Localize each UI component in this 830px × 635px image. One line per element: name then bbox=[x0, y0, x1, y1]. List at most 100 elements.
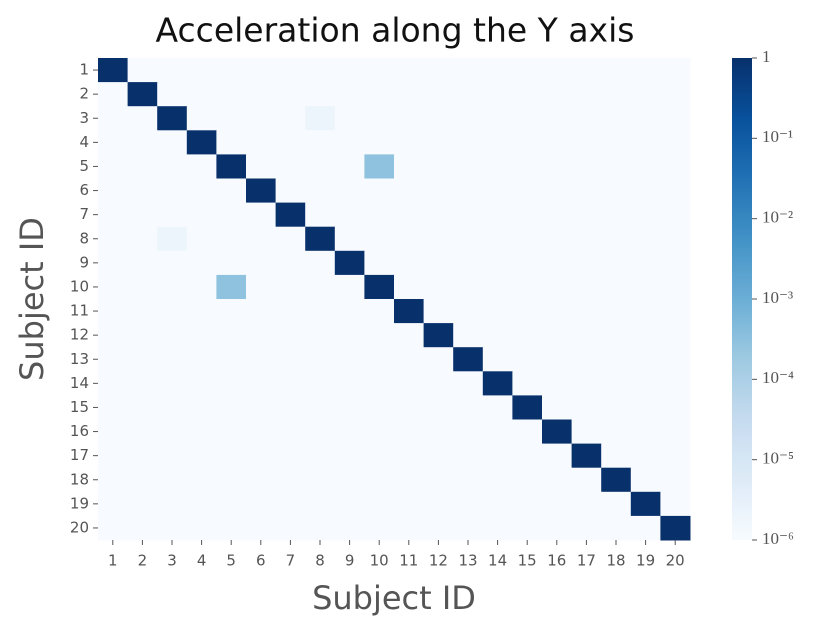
heatmap-cell bbox=[275, 58, 306, 83]
colorbar-tick-label: 10⁻² bbox=[762, 208, 793, 227]
heatmap-cell bbox=[364, 323, 395, 348]
heatmap-cell bbox=[542, 515, 573, 541]
heatmap-cell bbox=[453, 419, 484, 445]
heatmap-cell bbox=[98, 82, 129, 107]
heatmap-cell bbox=[305, 395, 336, 420]
x-tick-label: 10 bbox=[370, 552, 389, 570]
heatmap-cell bbox=[186, 226, 217, 252]
heatmap-cell bbox=[186, 371, 217, 396]
heatmap-cell bbox=[246, 178, 277, 204]
heatmap-cell bbox=[512, 58, 543, 83]
heatmap-cell bbox=[453, 491, 484, 517]
heatmap-cell bbox=[275, 226, 306, 252]
heatmap-cell bbox=[660, 226, 691, 252]
heatmap-cell bbox=[512, 347, 543, 372]
heatmap-cell bbox=[246, 58, 277, 83]
y-tick-label: 20 bbox=[70, 518, 89, 536]
heatmap-cell bbox=[660, 178, 691, 204]
heatmap-cell bbox=[305, 274, 336, 300]
heatmap-cell bbox=[157, 178, 188, 204]
heatmap-cell bbox=[542, 226, 573, 252]
heatmap-cell bbox=[216, 58, 247, 83]
heatmap-cell bbox=[127, 58, 158, 83]
y-tick-label: 15 bbox=[70, 398, 89, 416]
heatmap-cell bbox=[364, 58, 395, 83]
x-tick-label: 18 bbox=[606, 552, 625, 570]
heatmap-cell bbox=[334, 154, 365, 179]
heatmap-cell bbox=[542, 467, 573, 493]
heatmap-cell bbox=[275, 323, 306, 348]
heatmap-cell bbox=[630, 467, 661, 493]
heatmap-cell bbox=[98, 58, 129, 83]
heatmap-cell bbox=[453, 250, 484, 276]
heatmap-cell bbox=[482, 250, 513, 276]
colorbar bbox=[732, 58, 752, 540]
heatmap-cell bbox=[157, 515, 188, 541]
heatmap-cell bbox=[571, 178, 602, 204]
heatmap-cell bbox=[305, 467, 336, 493]
heatmap-cell bbox=[542, 130, 573, 155]
heatmap-cell bbox=[453, 226, 484, 252]
heatmap-cell bbox=[98, 226, 129, 252]
heatmap-cell bbox=[246, 130, 277, 155]
heatmap-cell bbox=[216, 515, 247, 541]
heatmap-cell bbox=[305, 202, 336, 228]
heatmap-cell bbox=[98, 515, 129, 541]
heatmap-cell bbox=[364, 106, 395, 131]
heatmap-cell bbox=[394, 106, 425, 131]
heatmap-cell bbox=[512, 515, 543, 541]
heatmap-cell bbox=[216, 154, 247, 179]
heatmap-cell bbox=[453, 58, 484, 83]
heatmap-cell bbox=[482, 491, 513, 517]
heatmap-cell bbox=[186, 491, 217, 517]
heatmap-cell bbox=[186, 299, 217, 324]
heatmap-cell bbox=[482, 58, 513, 83]
heatmap-cell bbox=[334, 202, 365, 228]
heatmap-cell bbox=[453, 371, 484, 396]
heatmap-cell bbox=[246, 202, 277, 228]
heatmap-cell bbox=[482, 226, 513, 252]
heatmap-cell bbox=[364, 154, 395, 179]
y-tick-label: 6 bbox=[79, 181, 89, 199]
heatmap-cell bbox=[571, 371, 602, 396]
heatmap-cell bbox=[630, 515, 661, 541]
heatmap-cell bbox=[246, 515, 277, 541]
heatmap-cell bbox=[660, 202, 691, 228]
y-tick-label: 4 bbox=[79, 133, 89, 151]
heatmap-cell bbox=[275, 130, 306, 155]
heatmap-cell bbox=[127, 82, 158, 107]
heatmap-cell bbox=[482, 106, 513, 131]
colorbar-tick-label: 10⁻⁶ bbox=[762, 529, 794, 548]
heatmap-cell bbox=[186, 395, 217, 420]
heatmap-cell bbox=[394, 82, 425, 107]
heatmap-cell bbox=[275, 347, 306, 372]
heatmap-cell bbox=[571, 130, 602, 155]
heatmap-cell bbox=[630, 274, 661, 300]
heatmap-cell bbox=[275, 250, 306, 276]
heatmap-cell bbox=[98, 419, 129, 445]
heatmap-cell bbox=[660, 82, 691, 107]
heatmap-cell bbox=[482, 371, 513, 396]
heatmap-cell bbox=[571, 419, 602, 445]
heatmap-cell bbox=[275, 178, 306, 204]
heatmap-cell bbox=[275, 82, 306, 107]
heatmap-cell bbox=[630, 82, 661, 107]
heatmap-cell bbox=[127, 178, 158, 204]
heatmap-cell bbox=[127, 467, 158, 493]
heatmap-cell bbox=[601, 58, 632, 83]
heatmap-cell bbox=[571, 82, 602, 107]
heatmap-cell bbox=[246, 347, 277, 372]
heatmap-cell bbox=[186, 467, 217, 493]
heatmap-cell bbox=[334, 58, 365, 83]
heatmap-cell bbox=[512, 106, 543, 131]
heatmap-cell bbox=[482, 443, 513, 469]
heatmap-cell bbox=[542, 443, 573, 469]
heatmap-cell bbox=[98, 299, 129, 324]
heatmap-cell bbox=[364, 130, 395, 155]
heatmap-cell bbox=[186, 130, 217, 155]
heatmap-cell bbox=[216, 371, 247, 396]
heatmap-cell bbox=[394, 154, 425, 179]
x-tick-label: 7 bbox=[286, 552, 296, 570]
heatmap-cell bbox=[364, 299, 395, 324]
